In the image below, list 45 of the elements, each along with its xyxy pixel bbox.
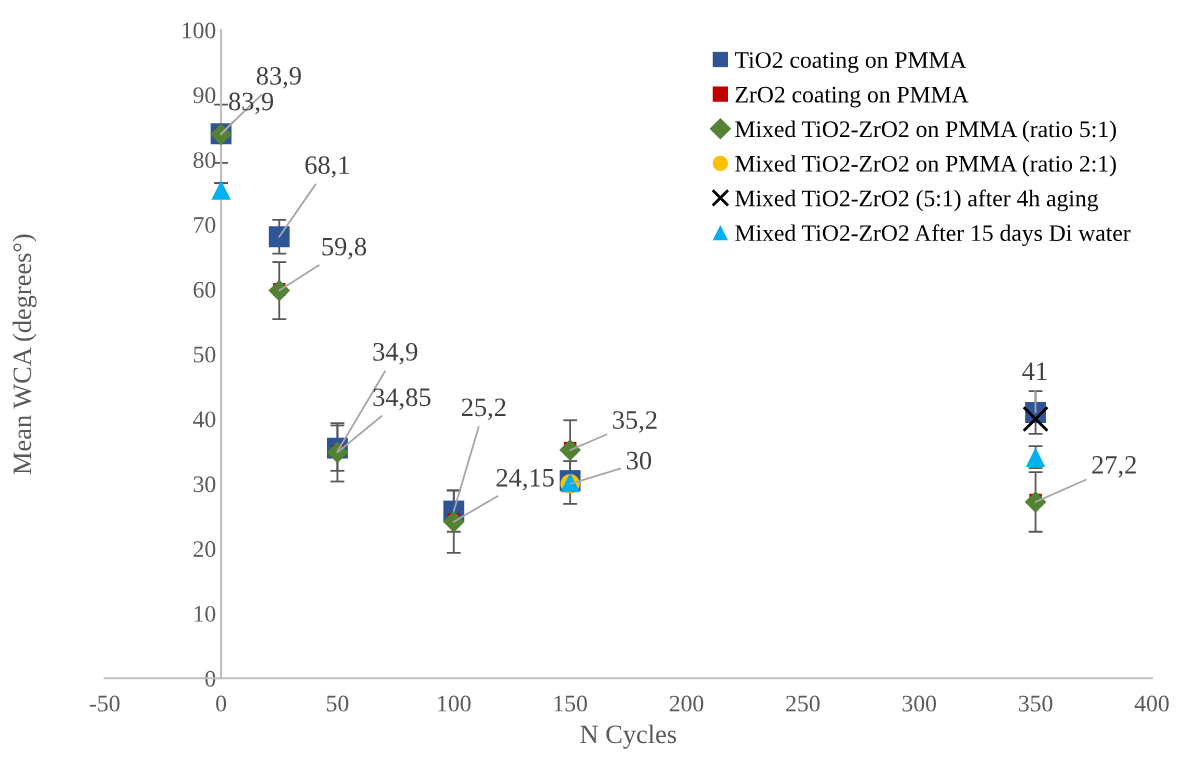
point — [1024, 491, 1047, 513]
point — [211, 180, 231, 200]
x-tick-label: 50 — [327, 695, 349, 712]
x-tick-label: -50 — [89, 695, 120, 712]
annotation: 34,9 — [373, 343, 418, 365]
y-tick-label: 70 — [194, 216, 216, 233]
x-tick-label: 400 — [1134, 695, 1169, 712]
y-tick-label: 20 — [193, 541, 216, 558]
legend-label: Mixed TiO2-ZrO2 (5:1) after 4h aging — [735, 189, 1099, 212]
annotation: 24,15 — [496, 468, 554, 491]
x-axis-title: N Cycles — [580, 724, 677, 749]
point — [268, 226, 290, 248]
annotation: 35,2 — [613, 411, 657, 433]
point — [1022, 405, 1049, 433]
y-tick-label: 80 — [193, 152, 216, 169]
x-tick-label: 150 — [554, 695, 587, 712]
x-tick-label: 250 — [786, 695, 820, 712]
legend-label: Mixed TiO2-ZrO2 on PMMA (ratio 5:1) — [735, 120, 1116, 143]
y-tick-label: 90 — [193, 87, 216, 104]
annotation: 41 — [1022, 362, 1047, 380]
y-tick-label: 10 — [194, 605, 216, 622]
point — [559, 439, 581, 461]
y-tick-label: 100 — [182, 22, 216, 39]
y-tick-label: 50 — [193, 346, 216, 363]
legend-label: TiO2 coating on PMMA — [734, 52, 967, 73]
legend-label: Mixed TiO2-ZrO2 on PMMA (ratio 2:1) — [735, 155, 1116, 177]
annotation: 68,1 — [305, 156, 349, 178]
point — [268, 279, 291, 302]
annotation: 83,9 — [256, 66, 301, 89]
legend-label: ZrO2 coating on PMMA — [735, 86, 969, 108]
annotation: 27,2 — [1092, 456, 1136, 478]
annotation: 34,85 — [373, 388, 431, 410]
x-tick-label: 350 — [1018, 695, 1053, 712]
annotation: 59,8 — [322, 237, 367, 260]
annotation: 30 — [626, 451, 652, 470]
y-axis-title: Mean WCA (degrees°) — [12, 234, 37, 475]
legend-label: Mixed TiO2-ZrO2 After 15 days Di water — [735, 224, 1131, 246]
y-tick-label: 30 — [193, 476, 216, 493]
x-tick-label: 200 — [669, 695, 704, 712]
y-tick-label: 40 — [193, 411, 216, 428]
x-tick-label: 300 — [902, 695, 937, 712]
annotation: 25,2 — [461, 398, 506, 421]
x-tick-label: 0 — [216, 695, 227, 712]
x-tick-label: 100 — [438, 695, 471, 712]
y-tick-label: 60 — [193, 281, 216, 298]
